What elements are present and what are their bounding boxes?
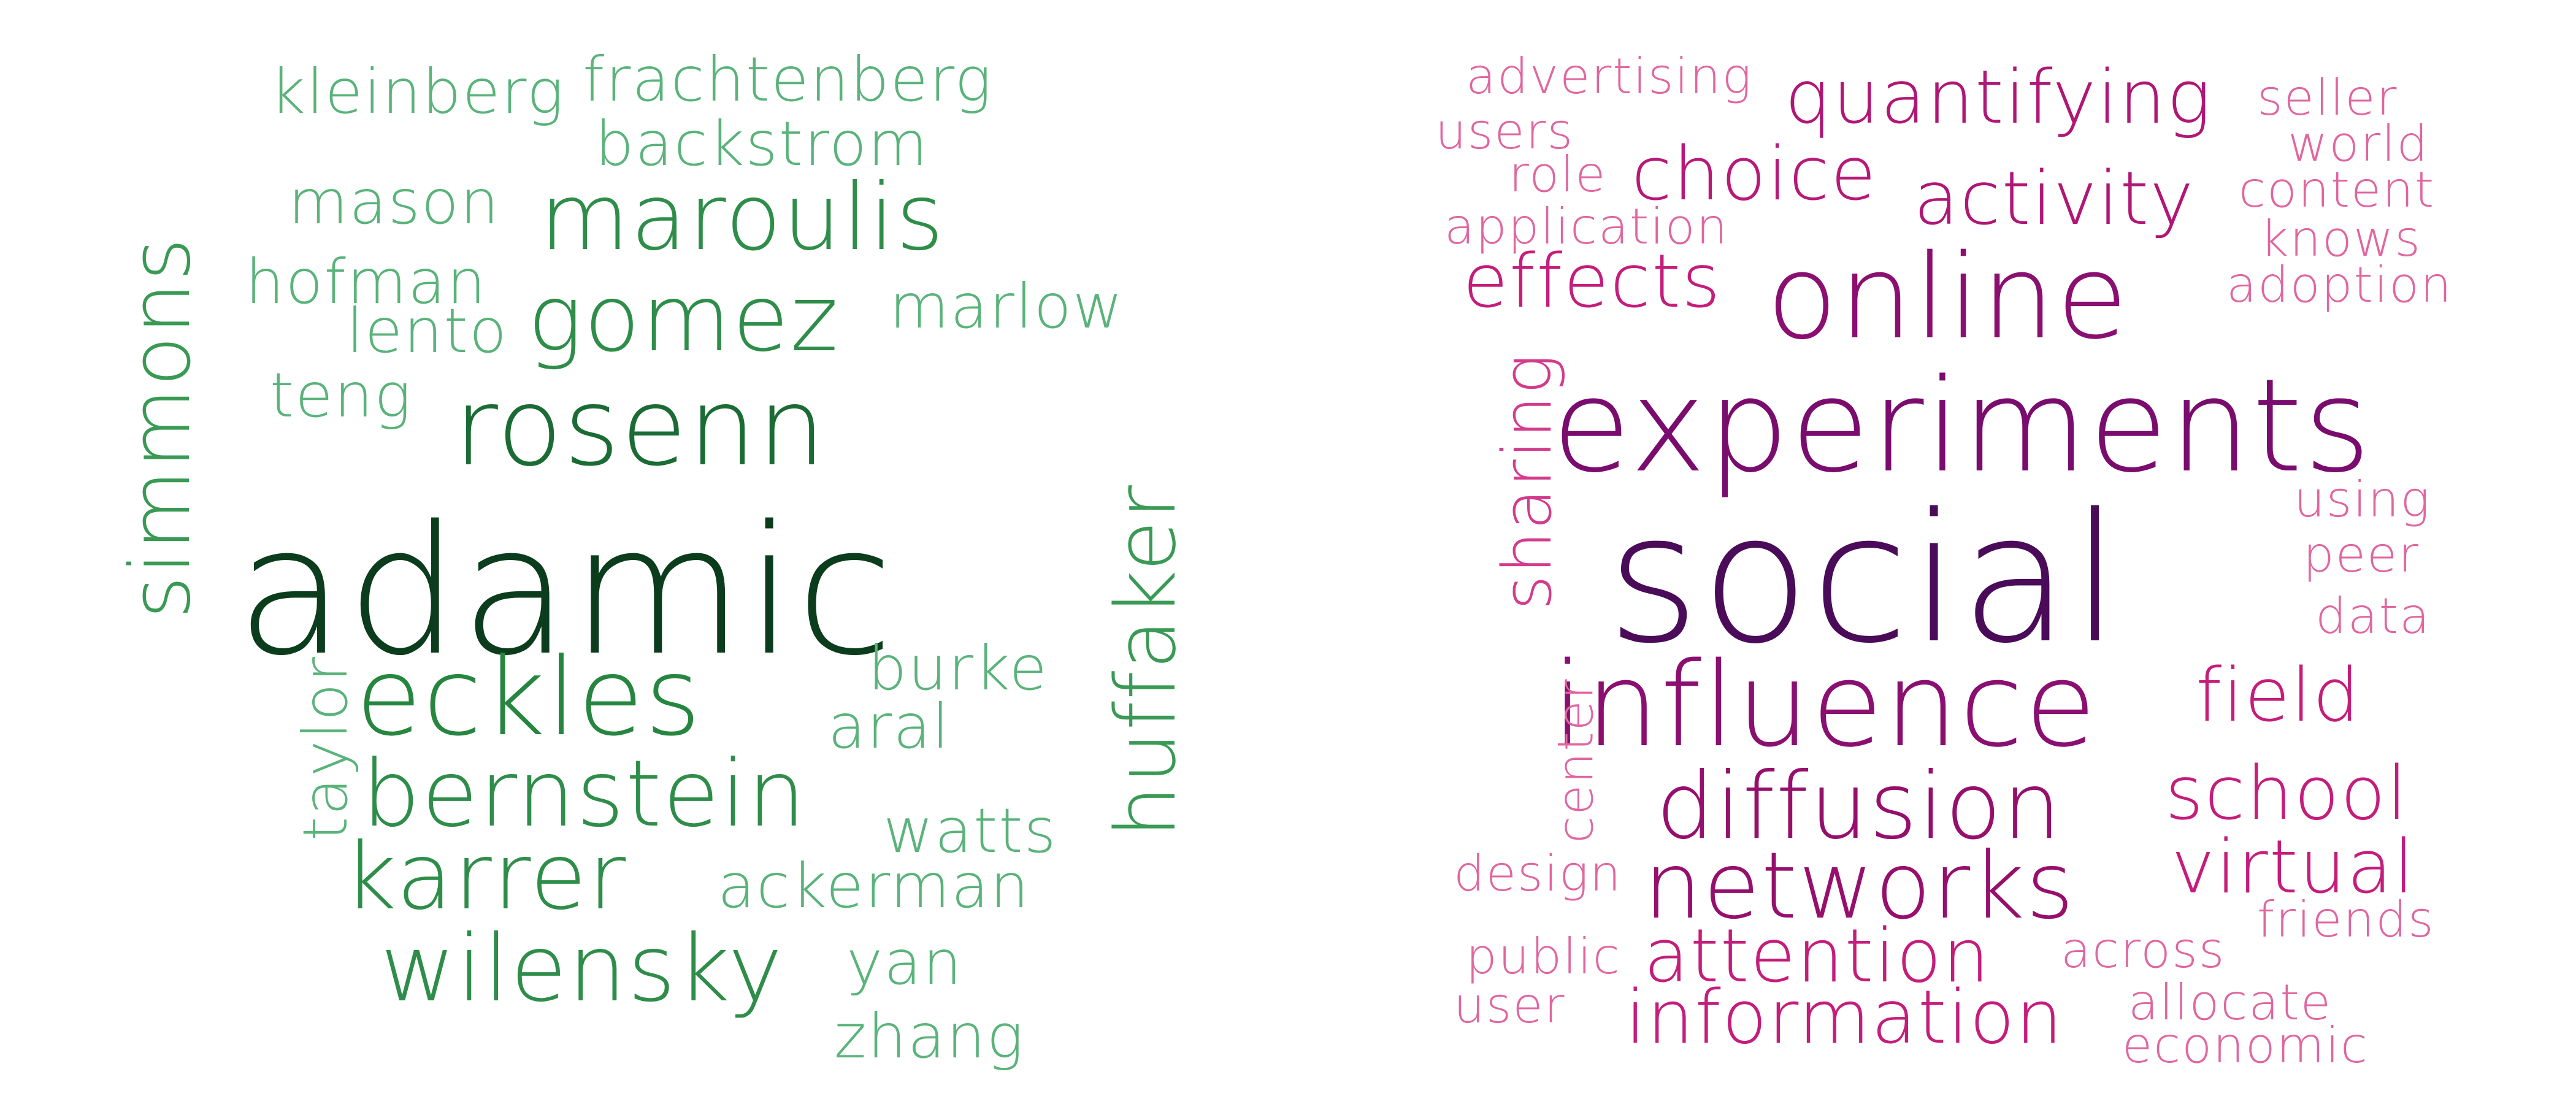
word-watts: watts [883, 795, 1057, 867]
right-word-cloud: social experiments online influence diff… [1288, 0, 2576, 1104]
word-attention: attention [1644, 914, 1991, 999]
word-hofman: hofman [245, 246, 487, 318]
word-rosenn: rosenn [454, 366, 827, 490]
word-influence: influence [1552, 637, 2098, 773]
word-advertising: advertising [1466, 48, 1753, 105]
word-choice: choice [1631, 132, 1877, 217]
word-burke: burke [868, 632, 1048, 704]
word-allocate: allocate [2128, 974, 2333, 1031]
word-online: online [1766, 229, 2129, 365]
word-virtual: virtual [2171, 825, 2415, 910]
word-using: using [2294, 471, 2431, 528]
word-adoption: adoption [2226, 256, 2453, 313]
word-role: role [1509, 146, 1607, 203]
word-economic: economic [2122, 1017, 2369, 1074]
word-lento: lento [347, 295, 508, 367]
word-school: school [2165, 751, 2409, 837]
word-gomez: gomez [527, 266, 840, 372]
word-karrer: karrer [343, 824, 627, 930]
word-user: user [1454, 977, 1566, 1034]
word-effects: effects [1463, 239, 1722, 324]
word-experiments: experiments [1552, 351, 2372, 501]
word-frachtenberg: frachtenberg [583, 44, 993, 115]
word-social: social [1607, 476, 2122, 683]
word-public: public [1466, 928, 1621, 985]
word-application: application [1444, 198, 1729, 255]
word-wilensky: wilensky [380, 916, 784, 1022]
word-diffusion: diffusion [1656, 753, 2063, 860]
word-information: information [1625, 975, 2064, 1060]
word-maroulis: maroulis [540, 164, 945, 271]
word-adamic: adamic [236, 488, 895, 695]
word-friends: friends [2257, 891, 2435, 948]
word-huffaker: huffaker [1097, 484, 1194, 838]
word-eckles: eckles [356, 635, 702, 760]
word-quantifying: quantifying [1785, 55, 2212, 140]
word-seller: seller [2257, 69, 2398, 126]
word-teng: teng [270, 359, 413, 431]
word-sharing: sharing [1487, 353, 1566, 610]
word-users: users [1435, 103, 1574, 160]
word-data: data [2315, 588, 2431, 645]
word-peer: peer [2303, 526, 2420, 583]
word-taylor: taylor [289, 656, 361, 841]
word-content: content [2239, 161, 2436, 218]
word-simmons: simmons [112, 236, 209, 619]
word-field: field [2196, 653, 2361, 738]
left-word-cloud: adamic rosenn eckles simmons huffaker ma… [112, 44, 1194, 1072]
word-mason: mason [288, 166, 500, 238]
word-activity: activity [1914, 156, 2195, 242]
word-bernstein: bernstein [362, 741, 807, 848]
word-aral: aral [828, 691, 951, 762]
word-knows: knows [2260, 210, 2422, 267]
word-marlow: marlow [889, 270, 1124, 342]
word-yan: yan [846, 927, 963, 999]
word-backstrom: backstrom [595, 108, 929, 180]
word-kleinberg: kleinberg [270, 56, 565, 128]
word-world: world [2288, 115, 2429, 172]
word-networks: networks [1644, 833, 2076, 940]
word-center: center [1547, 678, 1604, 843]
word-design: design [1454, 845, 1622, 902]
word-zhang: zhang [834, 1000, 1025, 1072]
word-across: across [2061, 922, 2226, 979]
word-ackerman: ackerman [718, 850, 1030, 922]
